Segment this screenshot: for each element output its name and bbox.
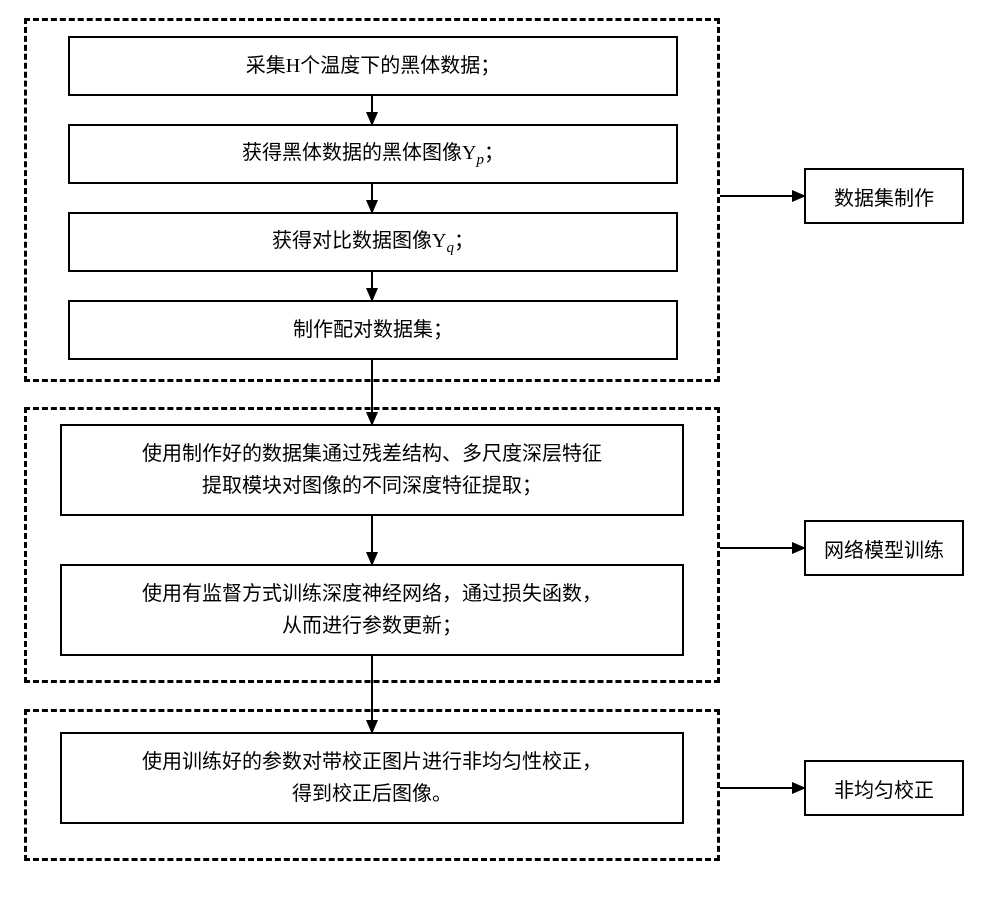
step-text: 获得黑体数据的黑体图像Yp； [242, 137, 504, 172]
label-text: 数据集制作 [834, 182, 934, 211]
step-contrast-image: 获得对比数据图像Yq； [68, 212, 678, 272]
step-collect-blackbody: 采集H个温度下的黑体数据； [68, 36, 678, 96]
step-train-network: 使用有监督方式训练深度神经网络，通过损失函数， 从而进行参数更新； [60, 564, 684, 656]
label-training: 网络模型训练 [804, 520, 964, 576]
label-correction: 非均匀校正 [804, 760, 964, 816]
step-text: 使用训练好的参数对带校正图片进行非均匀性校正， 得到校正后图像。 [142, 746, 602, 810]
step-feature-extract: 使用制作好的数据集通过残差结构、多尺度深层特征 提取模块对图像的不同深度特征提取… [60, 424, 684, 516]
diagram-canvas: 采集H个温度下的黑体数据； 获得黑体数据的黑体图像Yp； 获得对比数据图像Yq；… [0, 0, 1000, 916]
step-pair-dataset: 制作配对数据集； [68, 300, 678, 360]
step-text: 使用制作好的数据集通过残差结构、多尺度深层特征 提取模块对图像的不同深度特征提取… [142, 438, 602, 502]
step-text: 采集H个温度下的黑体数据； [246, 50, 500, 82]
label-dataset: 数据集制作 [804, 168, 964, 224]
step-text: 获得对比数据图像Yq； [272, 225, 474, 260]
label-text: 非均匀校正 [834, 774, 934, 803]
step-apply-correction: 使用训练好的参数对带校正图片进行非均匀性校正， 得到校正后图像。 [60, 732, 684, 824]
step-text: 制作配对数据集； [293, 314, 453, 346]
step-blackbody-image: 获得黑体数据的黑体图像Yp； [68, 124, 678, 184]
label-text: 网络模型训练 [824, 534, 944, 563]
step-text: 使用有监督方式训练深度神经网络，通过损失函数， 从而进行参数更新； [142, 578, 602, 642]
